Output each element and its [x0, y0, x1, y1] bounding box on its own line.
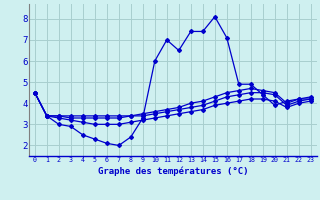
- X-axis label: Graphe des températures (°C): Graphe des températures (°C): [98, 166, 248, 176]
